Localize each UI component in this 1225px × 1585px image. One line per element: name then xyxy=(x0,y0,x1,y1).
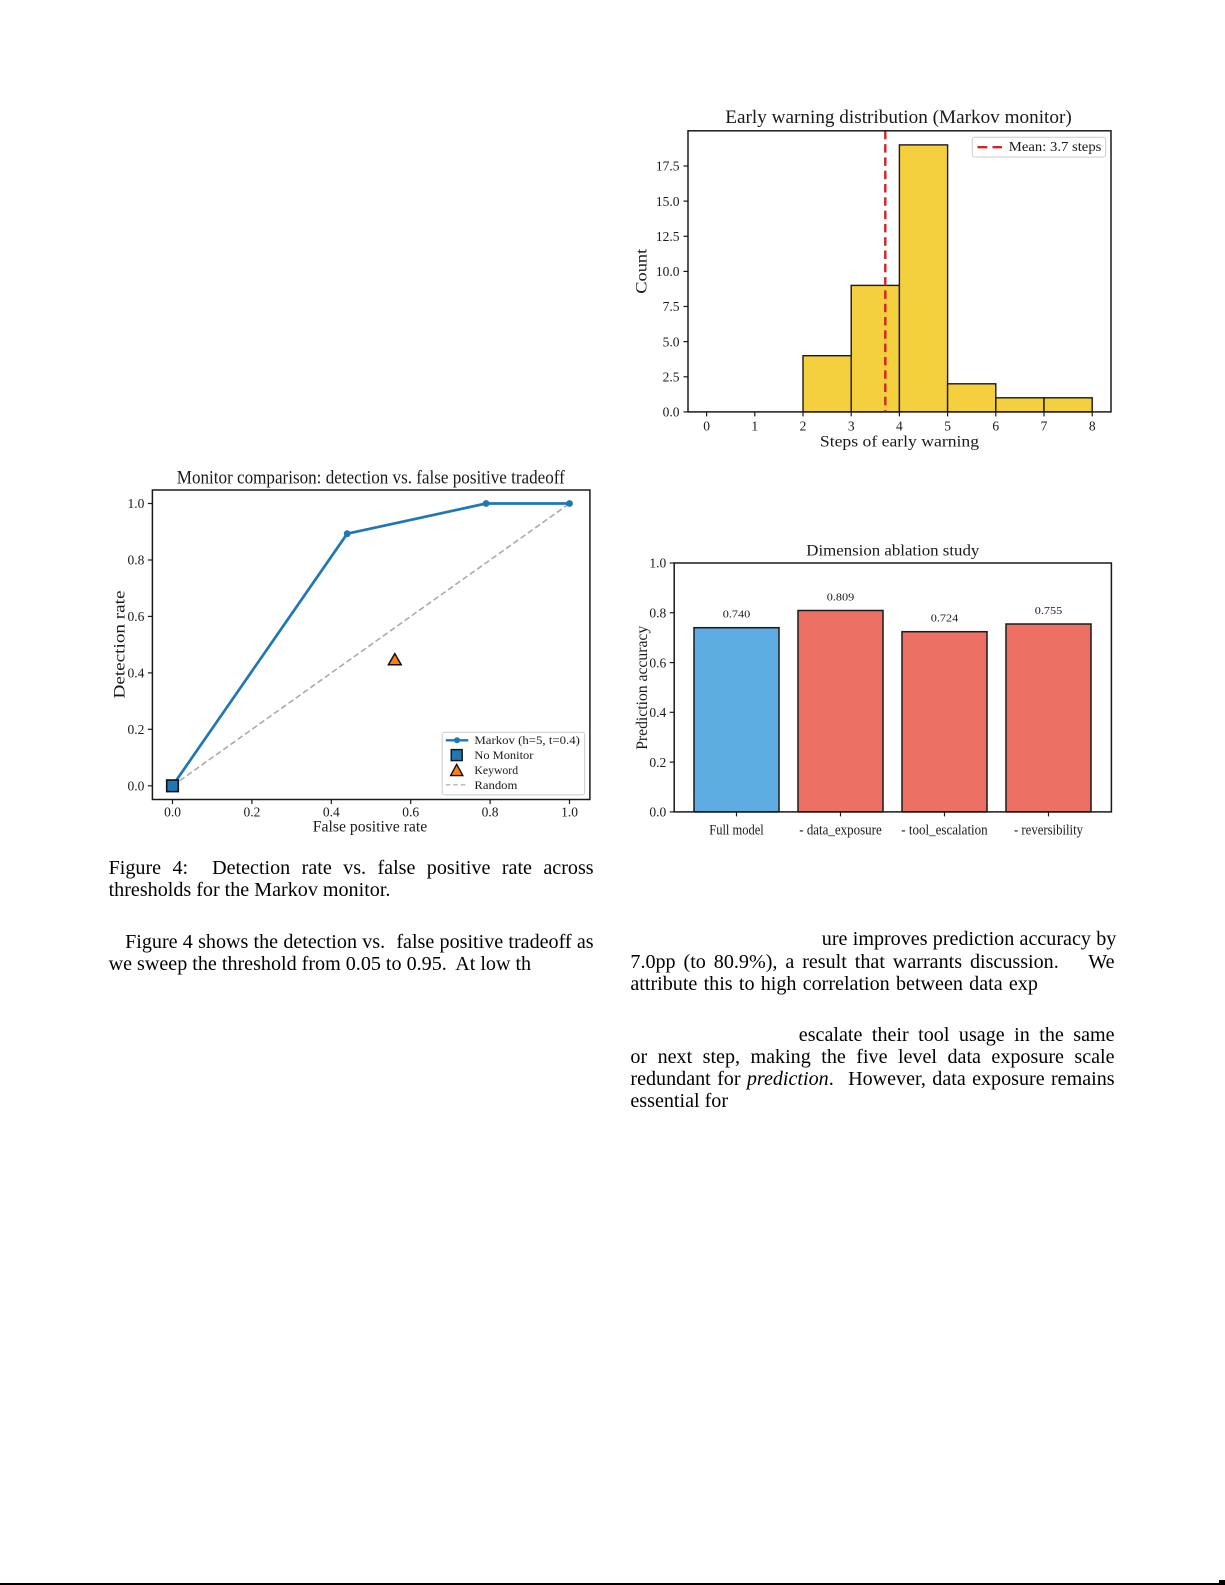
svg-text:2: 2 xyxy=(800,419,807,434)
svg-text:7.5: 7.5 xyxy=(663,299,680,314)
svg-text:0.2: 0.2 xyxy=(128,722,145,737)
svg-text:No Monitor: No Monitor xyxy=(474,749,533,762)
svg-text:0.6: 0.6 xyxy=(402,805,419,820)
svg-text:Random: Random xyxy=(474,779,517,792)
svg-text:0.0: 0.0 xyxy=(164,805,181,820)
svg-text:0.2: 0.2 xyxy=(649,755,666,770)
svg-text:0.724: 0.724 xyxy=(931,613,959,625)
svg-text:17.5: 17.5 xyxy=(656,159,680,174)
svg-text:0.0: 0.0 xyxy=(649,805,666,820)
svg-text:0.0: 0.0 xyxy=(663,405,680,420)
svg-text:1.0: 1.0 xyxy=(128,496,145,511)
svg-text:1.0: 1.0 xyxy=(649,556,666,571)
svg-text:0: 0 xyxy=(703,419,710,434)
svg-text:Mean: 3.7 steps: Mean: 3.7 steps xyxy=(1009,139,1102,154)
svg-text:2.5: 2.5 xyxy=(663,370,680,385)
svg-text:8: 8 xyxy=(1089,419,1096,434)
svg-text:0.755: 0.755 xyxy=(1035,605,1063,617)
svg-text:1: 1 xyxy=(751,419,758,434)
svg-text:0.4: 0.4 xyxy=(128,666,145,681)
svg-text:Count: Count xyxy=(633,248,650,294)
svg-text:0.8: 0.8 xyxy=(128,553,145,568)
svg-text:0.8: 0.8 xyxy=(482,805,499,820)
svg-text:Markov (h=5, t=0.4): Markov (h=5, t=0.4) xyxy=(474,734,580,747)
svg-text:Dimension ablation study: Dimension ablation study xyxy=(806,542,979,559)
svg-text:Steps of early warning: Steps of early warning xyxy=(820,434,979,451)
svg-text:5.0: 5.0 xyxy=(663,334,680,349)
svg-text:4: 4 xyxy=(896,419,903,434)
svg-text:Monitor comparison: detection: Monitor comparison: detection vs. false … xyxy=(177,468,566,488)
svg-text:15.0: 15.0 xyxy=(656,194,680,209)
svg-text:0.2: 0.2 xyxy=(243,805,260,820)
svg-text:10.0: 10.0 xyxy=(656,264,680,279)
svg-text:5: 5 xyxy=(944,419,951,434)
svg-text:0.6: 0.6 xyxy=(128,609,145,624)
svg-text:False positive rate: False positive rate xyxy=(313,819,428,836)
svg-text:12.5: 12.5 xyxy=(656,229,680,244)
svg-text:Full model: Full model xyxy=(709,823,764,839)
svg-text:0.8: 0.8 xyxy=(649,606,666,621)
svg-text:7: 7 xyxy=(1041,419,1048,434)
svg-text:- tool_escalation: - tool_escalation xyxy=(901,823,987,839)
svg-text:Early warning distribution (Ma: Early warning distribution (Markov monit… xyxy=(725,108,1072,128)
svg-text:- reversibility: - reversibility xyxy=(1014,823,1084,839)
svg-text:3: 3 xyxy=(848,419,855,434)
svg-text:1.0: 1.0 xyxy=(561,805,578,820)
svg-text:0.4: 0.4 xyxy=(323,805,340,820)
svg-text:6: 6 xyxy=(992,419,999,434)
svg-text:0.6: 0.6 xyxy=(649,655,666,670)
svg-text:0.4: 0.4 xyxy=(649,705,666,720)
svg-text:0.809: 0.809 xyxy=(827,592,855,604)
svg-text:Detection rate: Detection rate xyxy=(112,590,129,698)
svg-text:Prediction accuracy: Prediction accuracy xyxy=(634,626,651,750)
svg-text:0.0: 0.0 xyxy=(128,779,145,794)
svg-text:0.740: 0.740 xyxy=(723,609,751,621)
svg-text:- data_exposure: - data_exposure xyxy=(799,823,882,839)
svg-text:Keyword: Keyword xyxy=(474,764,518,777)
